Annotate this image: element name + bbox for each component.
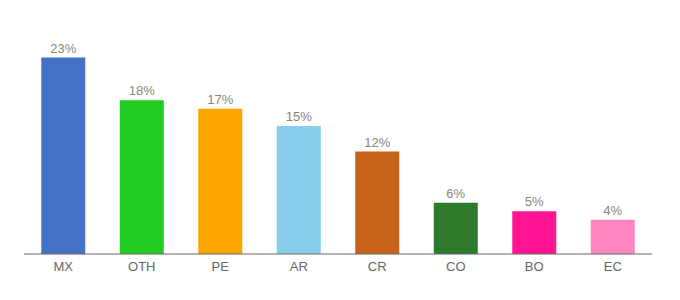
svg-text:17%: 17% [207, 92, 233, 107]
svg-text:CO: CO [446, 259, 466, 274]
svg-text:BO: BO [525, 259, 544, 274]
svg-text:23%: 23% [50, 41, 76, 56]
svg-text:AR: AR [290, 259, 308, 274]
svg-text:EC: EC [604, 259, 622, 274]
svg-text:PE: PE [212, 259, 230, 274]
svg-text:MX: MX [54, 259, 74, 274]
svg-text:CR: CR [368, 259, 387, 274]
svg-text:5%: 5% [525, 194, 544, 209]
svg-text:6%: 6% [446, 186, 465, 201]
svg-text:12%: 12% [364, 135, 390, 150]
svg-text:18%: 18% [129, 83, 155, 98]
svg-text:OTH: OTH [128, 259, 155, 274]
svg-text:4%: 4% [603, 203, 622, 218]
svg-text:15%: 15% [286, 109, 312, 124]
